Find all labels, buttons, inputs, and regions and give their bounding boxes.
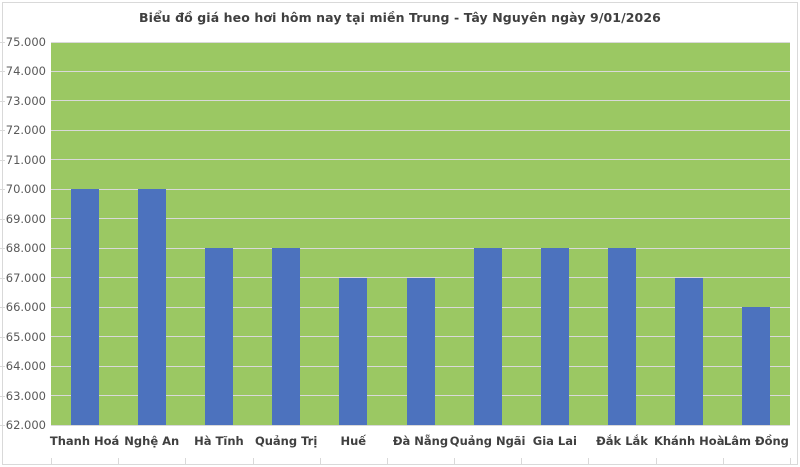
- x-axis-tick: [319, 458, 321, 465]
- y-axis-tick: [0, 336, 5, 338]
- x-axis-tick: [118, 458, 120, 465]
- chart-title: Biểu đồ giá heo hơi hôm nay tại miền Tru…: [139, 10, 661, 25]
- bar: [608, 248, 637, 425]
- y-axis-tick: [0, 189, 5, 191]
- x-axis-category-label: Đắk Lắk: [596, 434, 648, 448]
- bar: [272, 248, 301, 425]
- y-axis-tick: [0, 425, 5, 426]
- gridline: [51, 70, 790, 72]
- y-axis-tick: [0, 71, 5, 73]
- y-axis-tick: [0, 42, 5, 43]
- y-axis-tick: [0, 248, 5, 250]
- x-axis-tick: [51, 458, 52, 465]
- y-axis-tick-label: 72.000: [5, 123, 46, 138]
- y-axis-tick-label: 66.000: [5, 300, 46, 315]
- x-axis-tick: [655, 458, 657, 465]
- x-axis-tick: [252, 458, 254, 465]
- y-axis-tick: [0, 277, 5, 279]
- plot-area: [51, 42, 790, 426]
- gridline: [51, 100, 790, 102]
- x-axis-tick: [386, 458, 388, 465]
- gridline: [51, 42, 790, 43]
- y-axis-tick: [0, 100, 5, 102]
- x-axis-category-label: Đà Nẵng: [392, 434, 449, 448]
- gridline: [51, 129, 790, 131]
- x-axis-category-label: Lâm Đồng: [723, 434, 789, 448]
- bar: [540, 248, 569, 425]
- y-axis-tick-label: 65.000: [5, 329, 46, 344]
- y-axis-tick-label: 69.000: [5, 211, 46, 226]
- bar: [70, 189, 99, 425]
- x-axis-tick: [588, 458, 590, 465]
- bar: [473, 248, 502, 425]
- x-axis-category-label: Huế: [340, 434, 367, 448]
- x-axis-category-label: Quảng Trị: [254, 434, 318, 448]
- bar: [339, 277, 368, 425]
- bar: [406, 277, 435, 425]
- x-axis-category-label: Gia Lai: [532, 434, 577, 448]
- gridline: [51, 218, 790, 220]
- bar: [742, 307, 771, 425]
- x-axis-category-label: Hà Tĩnh: [194, 434, 244, 448]
- y-axis-tick: [0, 307, 5, 309]
- x-axis-tick: [722, 458, 724, 465]
- x-axis-category-label: Nghệ An: [124, 434, 180, 448]
- y-axis-tick-label: 70.000: [5, 182, 46, 197]
- bar: [204, 248, 233, 425]
- bar: [137, 189, 166, 425]
- y-axis-tick-label: 62.000: [5, 418, 46, 432]
- y-axis-tick-label: 64.000: [5, 359, 46, 374]
- y-axis-tick-label: 75.000: [5, 35, 46, 49]
- y-axis-tick: [0, 366, 5, 368]
- bar: [675, 277, 704, 425]
- x-axis-tick: [185, 458, 187, 465]
- y-axis-tick-label: 67.000: [5, 270, 46, 285]
- x-axis-tick: [790, 458, 791, 465]
- x-axis-line: [51, 425, 790, 426]
- y-axis-tick: [0, 130, 5, 132]
- gridline: [51, 247, 790, 249]
- y-axis-tick-label: 73.000: [5, 93, 46, 108]
- gridline: [51, 159, 790, 161]
- gridline: [51, 277, 790, 279]
- x-axis-category-label: Quảng Ngãi: [449, 434, 526, 448]
- y-axis-tick-label: 71.000: [5, 152, 46, 167]
- x-axis-tick: [521, 458, 523, 465]
- x-axis-category-label: Thanh Hoá: [49, 434, 120, 448]
- x-axis-tick: [454, 458, 456, 465]
- y-axis-tick: [0, 159, 5, 161]
- y-axis-tick: [0, 218, 5, 220]
- y-axis-tick-label: 74.000: [5, 64, 46, 79]
- y-axis-tick-label: 68.000: [5, 241, 46, 256]
- y-axis-tick-label: 63.000: [5, 388, 46, 403]
- gridline: [51, 188, 790, 190]
- y-axis-tick: [0, 395, 5, 397]
- x-axis-category-label: Khánh Hoà: [653, 434, 725, 448]
